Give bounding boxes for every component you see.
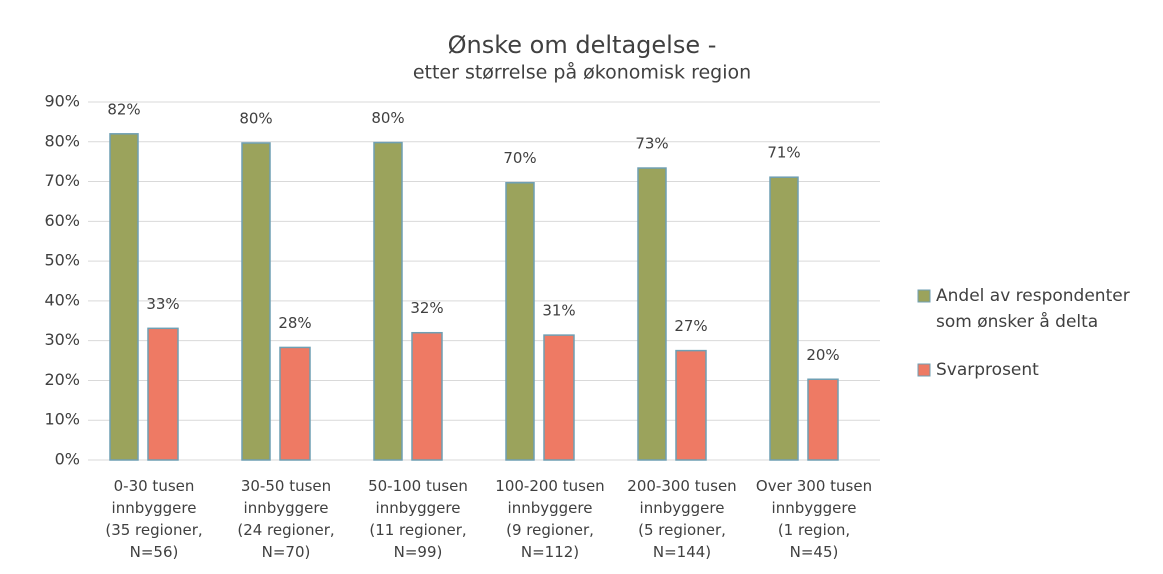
x-tick-line: innbyggere bbox=[244, 499, 329, 517]
x-tick-line: N=112) bbox=[521, 543, 579, 561]
data-label: 20% bbox=[806, 346, 839, 364]
y-tick-label: 50% bbox=[44, 251, 80, 270]
data-label: 28% bbox=[278, 314, 311, 332]
bar bbox=[769, 176, 799, 461]
chart-title: Ønske om deltagelse - bbox=[448, 31, 717, 59]
x-tick-label: 0-30 tusen innbyggere (35 regioner, N=56) bbox=[105, 477, 202, 561]
x-tick-line: 30-50 tusen bbox=[241, 477, 331, 495]
x-tick-line: N=70) bbox=[262, 543, 311, 561]
x-tick-line: (5 regioner, bbox=[638, 521, 726, 539]
data-label: 80% bbox=[239, 109, 272, 127]
data-label: 33% bbox=[146, 295, 179, 313]
bar bbox=[109, 133, 139, 461]
y-tick-label: 90% bbox=[44, 92, 80, 111]
bar bbox=[543, 334, 575, 461]
y-tick-label: 40% bbox=[44, 290, 80, 309]
bar bbox=[675, 349, 707, 461]
legend-swatch bbox=[917, 363, 931, 377]
y-tick-label: 20% bbox=[44, 370, 80, 389]
data-label: 70% bbox=[503, 149, 536, 167]
x-tick-line: Over 300 tusen bbox=[756, 477, 872, 495]
chart-subtitle: etter størrelse på økonomisk region bbox=[413, 61, 751, 84]
x-tick-label: Over 300 tusen innbyggere (1 region, N=45) bbox=[756, 477, 872, 561]
legend-label: Andel av respondenter som ønsker å delta bbox=[936, 286, 1130, 332]
x-tick-line: 200-300 tusen bbox=[627, 477, 736, 495]
x-tick-line: innbyggere bbox=[376, 499, 461, 517]
y-tick-label: 30% bbox=[44, 330, 80, 349]
x-tick-line: innbyggere bbox=[112, 499, 197, 517]
bar bbox=[241, 142, 271, 461]
x-tick-line: 0-30 tusen bbox=[114, 477, 195, 495]
data-label: 27% bbox=[674, 317, 707, 335]
x-tick-line: 50-100 tusen bbox=[368, 477, 468, 495]
bar bbox=[147, 327, 179, 461]
x-tick-label: 100-200 tusen innbyggere (9 regioner, N=112… bbox=[495, 477, 604, 561]
x-tick-line: (35 regioner, bbox=[105, 521, 202, 539]
bar bbox=[373, 141, 403, 461]
x-tick-line: innbyggere bbox=[508, 499, 593, 517]
bar bbox=[807, 378, 839, 461]
x-tick-line: (1 region, bbox=[778, 521, 850, 539]
y-tick-label: 80% bbox=[44, 131, 80, 150]
data-label: 71% bbox=[767, 144, 800, 162]
y-tick-label: 0% bbox=[55, 450, 80, 469]
x-tick-label: 50-100 tusen innbyggere (11 regioner, N=99) bbox=[368, 477, 468, 561]
x-tick-line: N=144) bbox=[653, 543, 711, 561]
x-tick-line: innbyggere bbox=[772, 499, 857, 517]
legend-swatch bbox=[917, 289, 931, 303]
data-label: 82% bbox=[107, 100, 140, 118]
y-tick-label: 70% bbox=[44, 171, 80, 190]
data-label: 31% bbox=[542, 302, 575, 320]
x-tick-line: innbyggere bbox=[640, 499, 725, 517]
x-tick-line: N=99) bbox=[394, 543, 443, 561]
bar bbox=[505, 181, 535, 461]
data-label: 73% bbox=[635, 135, 668, 153]
data-label: 80% bbox=[371, 109, 404, 127]
data-label: 32% bbox=[410, 299, 443, 317]
x-tick-line: (9 regioner, bbox=[506, 521, 594, 539]
x-tick-line: 100-200 tusen bbox=[495, 477, 604, 495]
x-tick-line: (11 regioner, bbox=[369, 521, 466, 539]
y-tick-label: 60% bbox=[44, 211, 80, 230]
bar bbox=[279, 346, 311, 461]
bar bbox=[411, 331, 443, 461]
x-tick-label: 30-50 tusen innbyggere (24 regioner, N=70) bbox=[237, 477, 334, 561]
x-tick-label: 200-300 tusen innbyggere (5 regioner, N=144… bbox=[627, 477, 736, 561]
x-tick-line: (24 regioner, bbox=[237, 521, 334, 539]
legend-label: Svarprosent bbox=[936, 360, 1039, 380]
legend-line: Andel av respondenter bbox=[936, 286, 1130, 306]
bar bbox=[637, 167, 667, 461]
legend-line: som ønsker å delta bbox=[936, 311, 1098, 332]
x-tick-line: N=45) bbox=[790, 543, 839, 561]
y-tick-label: 10% bbox=[44, 410, 80, 429]
x-tick-line: N=56) bbox=[130, 543, 179, 561]
